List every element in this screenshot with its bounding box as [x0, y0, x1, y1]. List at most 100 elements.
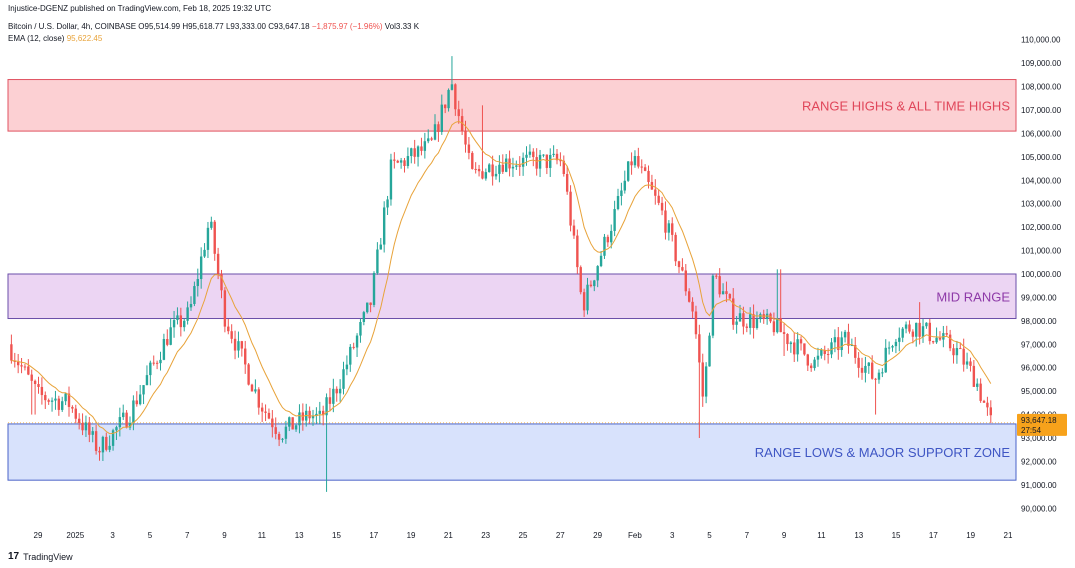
candle-body — [349, 346, 352, 365]
candle-body — [406, 156, 410, 166]
candle-body — [911, 331, 915, 337]
candle-body — [857, 357, 860, 368]
candle-body — [593, 280, 596, 287]
candle-body — [864, 365, 867, 373]
candle-body — [57, 398, 61, 410]
y-tick-label: 98,000.00 — [1021, 317, 1057, 326]
candle-body — [959, 348, 962, 350]
candle-body — [284, 426, 288, 439]
footer-brand[interactable]: TradingView — [23, 551, 73, 562]
candle-body — [84, 422, 88, 431]
candle-body — [257, 389, 260, 408]
zone-1 — [7, 273, 1017, 320]
candle-body — [223, 290, 227, 327]
candle-body — [274, 427, 277, 434]
candle-body — [210, 221, 213, 228]
candle-body — [443, 104, 447, 109]
candle-body — [511, 166, 515, 169]
candle-body — [803, 343, 806, 355]
candle-body — [928, 322, 931, 342]
candle-body — [71, 406, 74, 409]
candle-body — [250, 384, 254, 392]
candle-body — [674, 234, 677, 262]
ema-label[interactable]: EMA (12, close) — [8, 34, 65, 43]
x-tick-label: 9 — [782, 531, 787, 540]
candle-body — [16, 361, 20, 366]
candle-body — [30, 374, 33, 381]
y-tick-label: 97,000.00 — [1021, 340, 1057, 349]
candle-body — [962, 348, 965, 365]
candle-body — [538, 154, 542, 169]
candle-body — [820, 349, 823, 356]
candle-body — [891, 346, 894, 348]
candle-body — [715, 275, 718, 277]
candle-body — [61, 401, 64, 410]
candle-body — [965, 361, 969, 365]
candle-body — [294, 425, 298, 430]
candle-body — [542, 154, 545, 156]
candle-body — [979, 383, 982, 401]
y-tick-label: 90,000.00 — [1021, 504, 1057, 513]
candle-body — [986, 402, 989, 408]
candle-body — [450, 84, 454, 90]
symbol-legend: Bitcoin / U.S. Dollar, 4h, COINBASE O95,… — [8, 22, 419, 32]
y-tick-label: 96,000.00 — [1021, 364, 1057, 373]
candle-body — [50, 400, 54, 402]
candle-body — [23, 366, 27, 368]
candle-body — [467, 144, 471, 153]
candle-body — [403, 160, 406, 166]
candle-body — [169, 327, 172, 345]
x-tick-label: 17 — [929, 531, 938, 540]
candle-body — [525, 154, 528, 158]
candle-body — [369, 302, 372, 305]
x-tick-label: 23 — [481, 531, 490, 540]
x-tick-label: 7 — [745, 531, 750, 540]
candle-body — [606, 236, 610, 243]
candle-body — [501, 164, 504, 172]
close-value: C93,647.18 — [268, 22, 310, 31]
candle-body — [155, 362, 159, 364]
candle-body — [366, 302, 369, 313]
volume-value: Vol3.33 K — [384, 22, 420, 31]
x-tick-label: 9 — [222, 531, 227, 540]
candle-body — [742, 313, 745, 327]
candle-body — [938, 337, 942, 340]
candle-body — [657, 195, 660, 203]
candle-body — [698, 334, 701, 363]
ema-line — [11, 120, 992, 435]
candle-body — [260, 407, 264, 412]
y-tick-label: 105,000.00 — [1021, 153, 1062, 162]
candle-body — [945, 333, 948, 335]
candle-body — [565, 174, 569, 192]
candle-body — [772, 321, 776, 333]
candle-body — [847, 331, 850, 346]
countdown-text: 27:54 — [1021, 426, 1042, 435]
candle-body — [881, 372, 884, 374]
x-tick-label: 3 — [110, 531, 115, 540]
candle-body — [440, 104, 443, 132]
last-price-tag — [1017, 413, 1067, 436]
candle-body — [931, 341, 935, 343]
candle-body — [237, 341, 240, 351]
x-tick-label: 19 — [407, 531, 416, 540]
price-axis: 110,000.00 109,000.00 108,000.00 107,000.00… — [1021, 36, 1062, 514]
candle-body — [908, 324, 911, 332]
y-tick-label: 109,000.00 — [1021, 59, 1062, 68]
symbol-name[interactable]: Bitcoin / U.S. Dollar, 4h, COINBASE — [8, 22, 137, 31]
candle-body — [240, 341, 244, 349]
candle-body — [809, 365, 813, 369]
candle-body — [454, 84, 457, 110]
candle-body — [145, 375, 149, 386]
candle-body — [267, 412, 271, 419]
candle-body — [637, 156, 640, 167]
y-tick-label: 99,000.00 — [1021, 293, 1057, 302]
candle-body — [755, 319, 759, 329]
candle-body — [874, 378, 877, 380]
candle-body — [345, 364, 349, 370]
candle-body — [410, 148, 413, 157]
candle-body — [308, 410, 311, 419]
candle-body — [203, 249, 206, 257]
candle-body — [193, 286, 196, 304]
